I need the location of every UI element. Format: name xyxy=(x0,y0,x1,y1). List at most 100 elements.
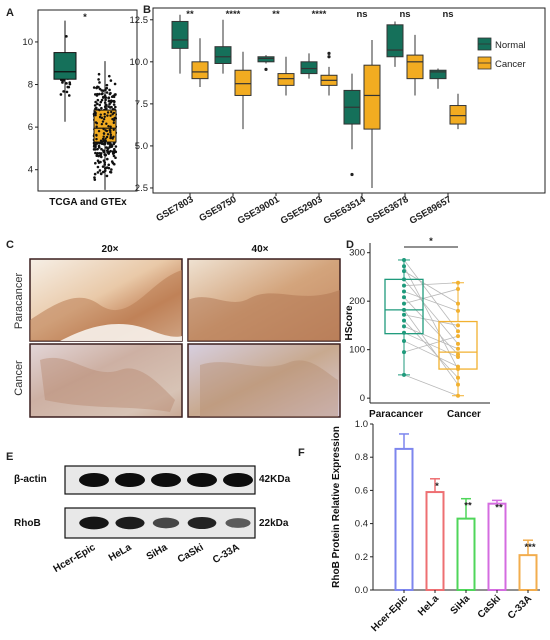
panel-a-point xyxy=(114,156,117,160)
panel-a-point xyxy=(97,129,101,133)
panel-d-ylabel: HScore xyxy=(344,305,355,340)
panel-a-point xyxy=(95,133,98,137)
panel-b-ytick-label: 2.5 xyxy=(135,183,148,194)
panel-a-point xyxy=(97,78,100,81)
panel-d-point-paracancer xyxy=(402,312,406,317)
panel-d-pair-line xyxy=(403,288,459,304)
panel-a-point xyxy=(93,178,97,181)
panel-b-normal-box xyxy=(386,24,404,58)
panel-a-boxplot: 4 6 8 10 * TCGA and GTEx xyxy=(22,9,138,208)
panel-a-point xyxy=(93,110,97,114)
panel-a-point xyxy=(98,81,101,84)
panel-a-point xyxy=(100,147,103,151)
panel-a-point xyxy=(65,35,68,38)
panel-d-ytick-label: 100 xyxy=(349,345,365,356)
panel-a-point xyxy=(99,139,103,142)
panel-a-xlabel: TCGA and GTEx xyxy=(49,197,127,208)
panel-b-cancer-box xyxy=(363,64,381,130)
panel-d-pair-line xyxy=(403,270,459,304)
panel-a-point xyxy=(111,113,114,116)
panel-f-significance: * xyxy=(435,481,439,492)
panel-a-point xyxy=(109,114,112,117)
panel-a-point xyxy=(108,102,111,106)
panel-a-point xyxy=(94,161,97,165)
lane-label: HeLa xyxy=(107,542,134,564)
panel-b-normal-box xyxy=(257,56,275,63)
panel-a-point xyxy=(98,92,101,96)
panel-b-ytick-label: 7.5 xyxy=(135,99,148,110)
panel-b-significance: **** xyxy=(226,9,241,20)
panel-d-point-cancer xyxy=(456,301,460,306)
panel-a-point xyxy=(99,172,103,176)
panel-f-ytick-label: 0.4 xyxy=(355,519,368,530)
panel-d-pair-line xyxy=(403,374,459,397)
panel-d-pair-line xyxy=(403,332,459,358)
panel-a-point xyxy=(113,149,116,153)
panel-a-point xyxy=(110,110,113,114)
panel-a-point xyxy=(112,151,115,155)
panel-a-point xyxy=(100,142,104,146)
band-label-bactin: β-actin xyxy=(14,474,47,485)
panel-a-point xyxy=(105,86,109,90)
panel-d-pair-line xyxy=(403,340,459,367)
panel-a-point xyxy=(107,74,111,78)
panel-d-ytick-label: 200 xyxy=(349,296,365,307)
panel-d-point-paracancer xyxy=(402,318,406,323)
panel-b-normal-box xyxy=(214,46,232,65)
panel-a-point xyxy=(105,91,109,94)
panel-a-point xyxy=(109,133,113,136)
panel-b-cancer-box xyxy=(234,69,252,96)
panel-e-western-blot: β-actin RhoB 42KDa 22kDa Hcer-Epic HeLa Si… xyxy=(14,465,291,575)
panel-d-pair-line xyxy=(403,335,459,353)
panel-a-ytick-label: 4 xyxy=(28,165,33,176)
panel-d-point-cancer xyxy=(456,323,460,328)
panel-f-ytick-label: 0.8 xyxy=(355,452,368,463)
panel-b-cancer-box xyxy=(191,61,209,80)
panel-b-significance: ** xyxy=(186,9,194,20)
panel-a-point xyxy=(109,91,112,95)
band-size-bactin: 42KDa xyxy=(259,474,291,485)
panel-a-ytick-label: 8 xyxy=(28,80,33,91)
panel-a-point xyxy=(107,166,111,170)
panel-a-point xyxy=(93,172,97,176)
panel-d-pair-line xyxy=(403,282,459,287)
legend-label-normal: Normal xyxy=(495,40,526,51)
panel-a-point xyxy=(104,139,107,143)
panel-a-point xyxy=(67,94,71,97)
panel-a-point xyxy=(65,90,69,94)
panel-a-point xyxy=(68,82,72,86)
panel-a-point xyxy=(97,154,100,158)
panel-a-point xyxy=(94,107,97,110)
panel-a-point xyxy=(109,126,112,130)
panel-d-hscore: 0 100 200 300 HScore * Paracancer Cancer xyxy=(344,236,490,420)
panel-d-point-paracancer xyxy=(402,330,406,335)
panel-a-point xyxy=(101,137,105,141)
panel-a-point xyxy=(97,146,101,149)
panel-a-point xyxy=(112,154,116,158)
panel-a-point xyxy=(96,102,99,106)
ihc-image-cancer-40x xyxy=(187,343,341,418)
blot-band xyxy=(115,473,145,487)
panel-a-point xyxy=(104,129,107,132)
panel-d-pair-line xyxy=(403,259,459,332)
panel-a-point xyxy=(99,155,103,159)
panel-d-point-cancer xyxy=(456,346,460,351)
panel-a-point xyxy=(98,152,101,155)
panel-d-xtick-label: Paracancer xyxy=(369,409,423,420)
panel-a-point xyxy=(109,131,112,134)
panel-a-point xyxy=(108,144,112,148)
panel-a-point xyxy=(106,133,110,136)
panel-b-xtick-label: GSE63678 xyxy=(365,194,411,227)
blot-band xyxy=(79,473,109,487)
panel-b-xtick-label: GSE89657 xyxy=(408,194,454,227)
blot-bands xyxy=(79,473,253,530)
panel-f-significance: ** xyxy=(495,502,503,513)
panel-b-normal-outlier xyxy=(264,67,268,71)
panel-a-point xyxy=(96,147,99,151)
panel-label-b: B xyxy=(143,4,151,16)
band-size-rhob: 22kDa xyxy=(259,518,289,529)
panel-a-point xyxy=(106,157,109,161)
panel-label-f: F xyxy=(298,447,305,459)
panel-a-point xyxy=(114,145,118,148)
